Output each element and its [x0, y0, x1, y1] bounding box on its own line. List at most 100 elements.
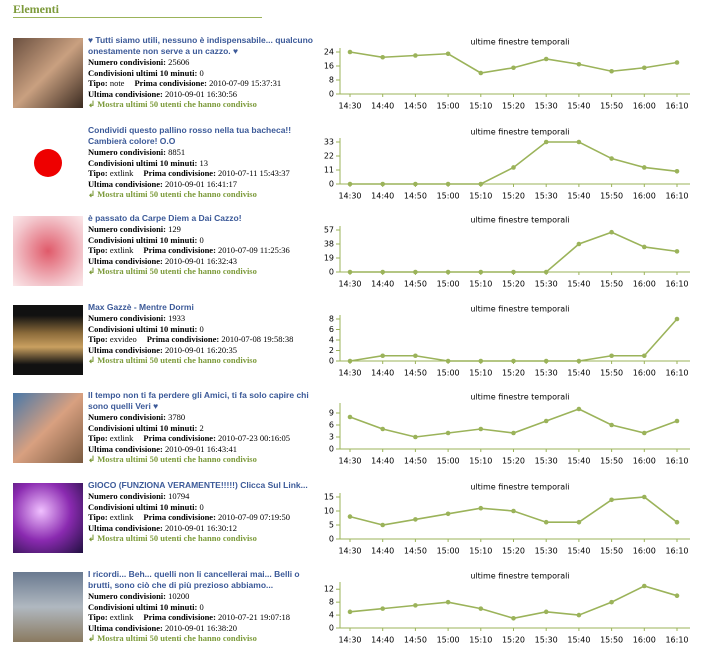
x-tick-label: 16:00 [633, 636, 656, 645]
show-users-link: ↲ Mostra ultimi 50 utenti che hanno cond… [88, 633, 257, 643]
point [445, 181, 451, 187]
thumbnail [13, 483, 83, 553]
info-value: 25606 [168, 57, 190, 67]
link-text[interactable]: Mostra ultimi 50 utenti che hanno condiv… [97, 266, 257, 276]
info-label: Ultima condivisione: [88, 88, 163, 99]
x-tick-label: 15:00 [437, 192, 460, 201]
x-tick-label: 15:20 [502, 280, 525, 289]
info-value: 2010-09-01 16:32:43 [164, 255, 237, 266]
info-label: Tipo: [88, 512, 108, 522]
info-row: Ultima condivisione: 2010-09-01 16:41:17 [88, 179, 316, 190]
info-label: Numero condivisioni: [88, 412, 167, 422]
y-tick-label: 12 [324, 585, 334, 594]
x-tick-label: 15:00 [437, 636, 460, 645]
x-tick-label: 15:50 [600, 369, 623, 378]
info-label: Prima condivisione: [143, 168, 216, 178]
info-row: Tipo: extlink Prima condivisione: 2010-07… [88, 512, 316, 523]
point [576, 61, 582, 67]
red-dot [34, 149, 62, 177]
x-tick-label: 16:00 [633, 280, 656, 289]
info-row: Condivisioni ultimi 10 minuti: 0 [88, 68, 316, 79]
link-text[interactable]: Mostra ultimi 50 utenti che hanno condiv… [97, 355, 257, 365]
point [347, 514, 353, 519]
x-tick-label: 14:50 [404, 457, 427, 466]
thumbnail [13, 128, 83, 198]
info-label: Condivisioni ultimi 10 minuti: [88, 67, 198, 78]
x-tick-label: 16:00 [633, 369, 656, 378]
info-row: Condivisioni ultimi 10 minuti: 2 [88, 423, 316, 434]
point [445, 358, 451, 364]
info-label: Condivisioni ultimi 10 minuti: [88, 323, 198, 334]
point [445, 51, 451, 57]
info-value: 2010-07-09 07:19:50 [218, 512, 291, 522]
info-label: Tipo: [88, 433, 108, 443]
info-row: Condivisioni ultimi 10 minuti: 0 [88, 235, 316, 246]
point [576, 519, 582, 525]
x-tick-label: 14:40 [371, 280, 394, 289]
info-label: Condivisioni ultimi 10 minuti: [88, 157, 198, 168]
info-value: 2010-07-23 00:16:05 [218, 433, 291, 443]
point [511, 65, 516, 71]
item-title[interactable]: ♥ Tutti siamo utili, nessuno è indispens… [88, 35, 313, 56]
link-text[interactable]: Mostra ultimi 50 utenti che hanno condiv… [97, 454, 257, 464]
item-title[interactable]: I ricordi... Beh... quelli non li cancel… [88, 569, 300, 590]
y-tick-label: 57 [324, 226, 334, 235]
link-text[interactable]: Mostra ultimi 50 utenti che hanno condiv… [97, 633, 257, 643]
x-tick-label: 15:10 [469, 547, 492, 556]
chart-title: ultime finestre temporali [470, 572, 569, 581]
point [642, 244, 647, 250]
info-label: Tipo: [88, 612, 108, 622]
y-tick-label: 0 [329, 90, 334, 99]
item-title[interactable]: Il tempo non ti fa perdere gli Amici, ti… [88, 390, 309, 411]
x-tick-label: 14:50 [404, 547, 427, 556]
point [642, 494, 647, 500]
info-value: extlink [109, 245, 134, 255]
info-value: extlink [109, 512, 134, 522]
info-row: Numero condivisioni: 3780 [88, 412, 316, 423]
info-value: 10200 [168, 591, 190, 601]
chart: ultime finestre temporali 0 11 22 33 14:30 14:… [324, 128, 690, 201]
x-tick-label: 15:10 [469, 102, 492, 111]
info-row: Tipo: exvideo Prima condivisione: 2010-07… [88, 334, 316, 345]
item-title[interactable]: Max Gazzè - Mentre Dormi [88, 302, 194, 312]
x-tick-label: 15:40 [567, 636, 590, 645]
item-title[interactable]: Condividi questo pallino rosso nella tua… [88, 125, 292, 146]
x-tick-label: 14:30 [338, 280, 361, 289]
point [674, 60, 680, 65]
link-text[interactable]: Mostra ultimi 50 utenti che hanno condiv… [97, 189, 257, 199]
point [543, 139, 549, 145]
info-row: Condivisioni ultimi 10 minuti: 13 [88, 158, 316, 169]
info-value: 2010-07-08 19:58:38 [221, 334, 294, 344]
info-label: Numero condivisioni: [88, 591, 167, 601]
x-tick-label: 15:20 [502, 102, 525, 111]
info-value: 2010-07-09 11:25:36 [218, 245, 290, 255]
info-value: 2010-09-01 16:20:35 [164, 344, 237, 355]
y-tick-label: 15 [324, 493, 334, 502]
point [445, 511, 451, 517]
x-tick-label: 14:50 [404, 636, 427, 645]
y-tick-label: 5 [329, 521, 334, 530]
info-label: Numero condivisioni: [88, 313, 167, 323]
item-info: Max Gazzè - Mentre Dormi Numero condivisi… [88, 302, 316, 366]
x-tick-label: 15:40 [567, 547, 590, 556]
info-label: Ultima condivisione: [88, 443, 163, 454]
info-row: Numero condivisioni: 129 [88, 224, 316, 235]
show-users-link: ↲ Mostra ultimi 50 utenti che hanno cond… [88, 189, 257, 199]
link-text[interactable]: Mostra ultimi 50 utenti che hanno condiv… [97, 99, 257, 109]
link-text[interactable]: Mostra ultimi 50 utenti che hanno condiv… [97, 533, 257, 543]
point [576, 241, 582, 247]
item-title[interactable]: è passato da Carpe Diem a Dai Cazzo! [88, 213, 242, 223]
point [576, 406, 582, 412]
y-tick-label: 0 [329, 180, 334, 189]
point [413, 353, 418, 359]
line [350, 231, 678, 273]
y-tick-label: 6 [329, 421, 334, 430]
line [350, 141, 678, 185]
point [609, 422, 614, 428]
info-value: 0 [199, 501, 204, 512]
info-row: Ultima condivisione: 2010-09-01 16:32:43 [88, 256, 316, 267]
item-title[interactable]: GIOCO (FUNZIONA VERAMENTE!!!!!) Clicca S… [88, 480, 308, 490]
info-label: Prima condivisione: [134, 78, 207, 88]
x-tick-label: 15:30 [535, 547, 558, 556]
x-tick-label: 14:30 [338, 457, 361, 466]
